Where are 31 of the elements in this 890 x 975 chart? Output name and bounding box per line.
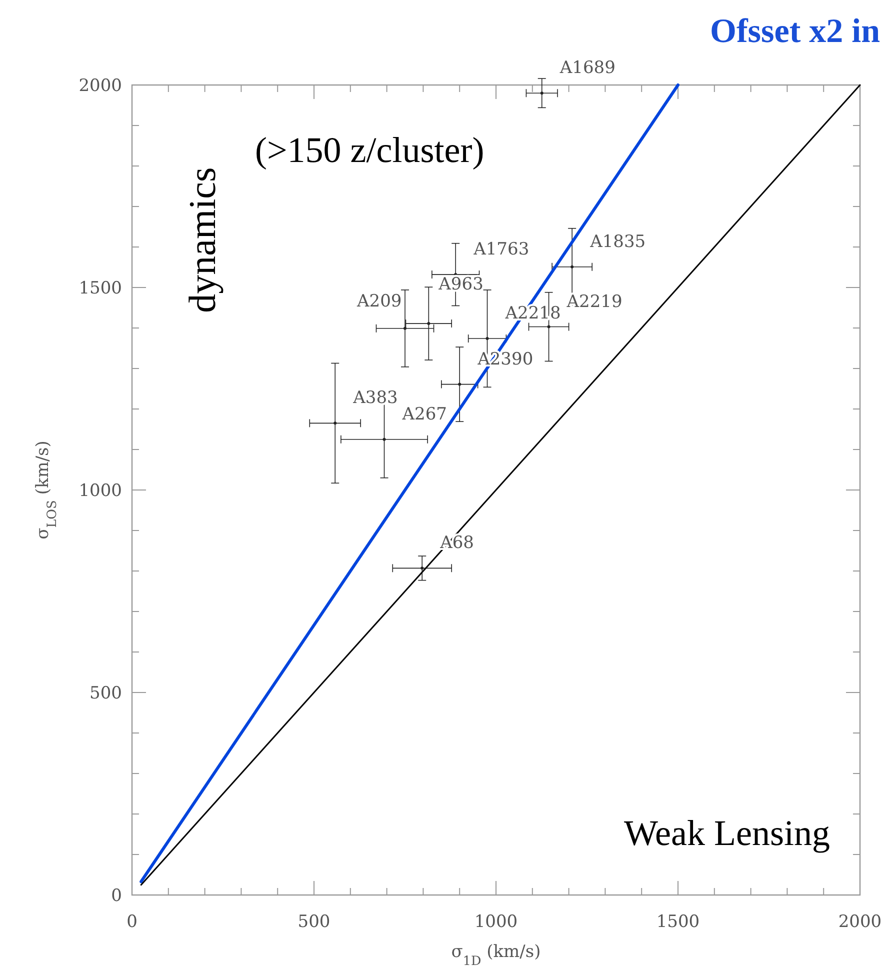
chart-title: Ofsset x2 in [710,13,880,50]
x-tick-label: 0 [126,912,138,932]
x-tick-label: 2000 [838,912,882,932]
annotation: A1689 [558,58,616,78]
point [570,265,574,268]
y-tick-label: 2000 [78,76,122,96]
annotation: dynamics [182,167,224,313]
y-tick-label: 500 [90,684,122,704]
point [540,92,544,95]
y-tick-label: 1000 [78,481,122,501]
y-tick-label: 1500 [78,278,122,298]
y-tick-label: 0 [111,886,122,906]
x-tick-label: 500 [298,912,330,932]
annotation: A267 [401,404,447,424]
annotation: A383 [352,388,398,408]
x-tick-label: 1000 [474,912,518,932]
annotation: (>150 z/cluster) [255,130,484,170]
point [382,438,386,441]
annotation: A1763 [472,240,530,260]
annotation: A209 [356,291,402,312]
annotation: A1835 [589,232,646,252]
point [458,382,462,386]
point [547,325,550,328]
point [334,422,337,425]
point [420,566,424,570]
point [427,322,430,326]
point [404,326,406,330]
x-tick-label: 1500 [656,912,700,932]
annotation: Weak Lensing [624,813,830,853]
point [486,337,489,340]
x-axis-title: σ$_{1D}$ (km/s) [451,942,541,968]
